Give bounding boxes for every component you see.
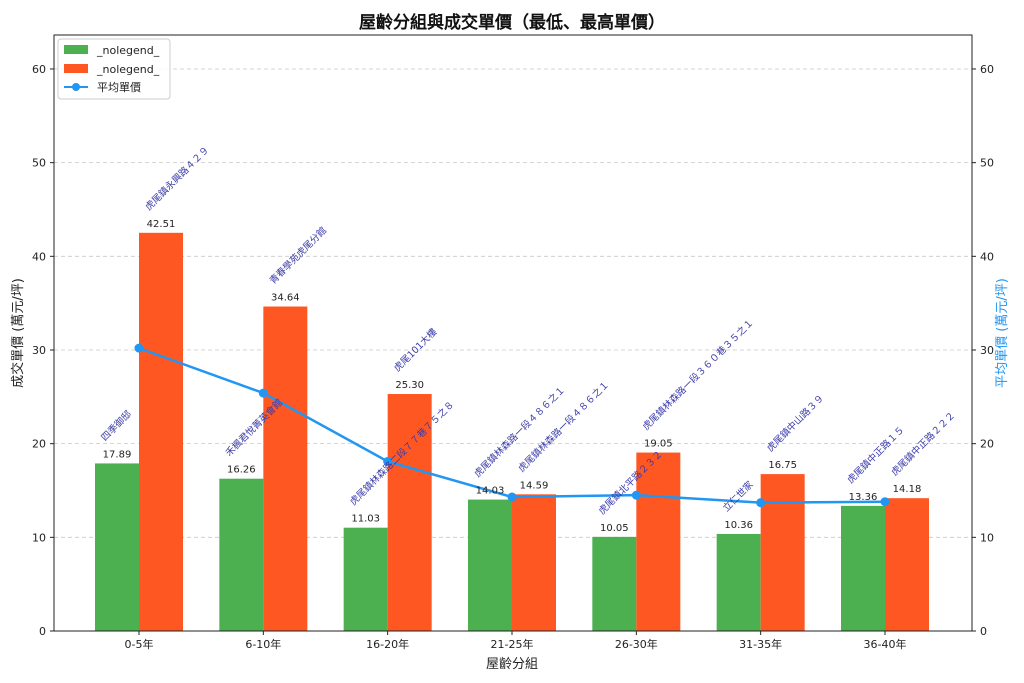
y-axis-label-left: 成交單價 (萬元/坪)	[10, 278, 26, 388]
y-axis-label-right: 平均單價 (萬元/坪)	[995, 278, 1010, 388]
bar-max	[387, 394, 432, 631]
bar-annotation: 虎尾鎮中正路２２２	[889, 409, 958, 478]
y-tick-label: 50	[32, 157, 46, 170]
bar-annotation: 四季御邸	[99, 408, 135, 444]
average-marker	[383, 456, 393, 466]
bar-min	[219, 478, 264, 631]
legend-label-max: _nolegend_	[96, 63, 160, 76]
legend: _nolegend_ _nolegend_ 平均單價	[57, 38, 171, 100]
legend-swatch-max	[64, 64, 88, 73]
bar-min	[716, 533, 761, 631]
average-marker	[631, 490, 641, 500]
bar-annotation: 虎尾鎮林森路一段３６０巷３５之１	[640, 317, 756, 433]
y-tick-label: 60	[32, 63, 46, 76]
bar-value-label: 16.75	[768, 460, 797, 471]
y-tick-label: 10	[32, 531, 46, 544]
bar-min	[468, 499, 512, 631]
y-tick-label: 30	[32, 344, 46, 357]
bar-min	[841, 505, 885, 631]
plot-frame	[53, 34, 973, 632]
average-marker	[507, 492, 517, 502]
x-tick-label: 6-10年	[245, 637, 281, 651]
x-tick-label: 21-25年	[491, 637, 534, 651]
value-labels: 17.89 16.26 11.03 14.03 10.05 10.36 13.36 42.51…	[103, 219, 922, 534]
bar-max	[263, 306, 308, 631]
bar-annotation: 虎尾鎮中山路３９	[764, 392, 826, 454]
bar-max	[760, 474, 805, 631]
legend-swatch-min	[64, 45, 88, 54]
y-tick-label: 10	[980, 531, 994, 544]
bar-min	[592, 536, 637, 631]
bars	[95, 232, 929, 631]
y-tick-label: 0	[39, 625, 46, 638]
legend-label-min: _nolegend_	[96, 44, 160, 57]
average-marker	[880, 497, 890, 507]
bar-value-label: 16.26	[227, 465, 256, 476]
bar-value-label: 19.05	[644, 439, 673, 450]
bar-value-label: 14.03	[476, 486, 505, 497]
y-tick-label: 20	[980, 438, 994, 451]
legend-label-avg: 平均單價	[97, 80, 141, 94]
bar-value-label: 11.03	[351, 514, 380, 525]
y-tick-label: 60	[980, 63, 994, 76]
bar-value-label: 10.05	[600, 523, 629, 534]
average-marker	[134, 343, 144, 353]
bar-min	[343, 527, 388, 631]
bar-annotation: 立仁世家	[720, 478, 756, 514]
x-tick-label: 31-35年	[739, 637, 782, 651]
y-tick-label: 50	[980, 157, 994, 170]
bar-max	[636, 452, 681, 631]
x-tick-label: 16-20年	[366, 637, 409, 651]
average-marker	[756, 498, 766, 508]
bar-value-label: 14.59	[520, 480, 549, 491]
bar-annotation: 虎尾鎮永興路４２９	[143, 144, 212, 213]
average-line	[134, 343, 890, 508]
bar-max	[885, 498, 929, 631]
bar-value-label: 34.64	[271, 293, 300, 304]
x-tick-label: 0-5年	[125, 637, 154, 651]
y-axis-right: 0 10 20 30 40 50 60	[972, 63, 994, 638]
bar-value-label: 42.51	[147, 219, 176, 230]
y-tick-label: 40	[32, 250, 46, 263]
bar-annotations: 四季御邸 禾楓君悅菁英會館 虎尾鎮林森路二段７７巷７５之８ 虎尾鎮林森路一段４８６之１…	[99, 144, 958, 517]
bar-value-label: 13.36	[849, 492, 878, 503]
y-tick-label: 0	[980, 625, 987, 638]
bar-value-label: 10.36	[724, 520, 753, 531]
bar-value-label: 14.18	[893, 484, 922, 495]
x-axis-label: 屋齡分組	[486, 657, 538, 672]
y-tick-label: 20	[32, 438, 46, 451]
y-tick-label: 40	[980, 250, 994, 263]
legend-marker-icon	[72, 83, 80, 91]
bar-max	[512, 494, 556, 631]
x-tick-label: 26-30年	[615, 637, 658, 651]
bar-max	[139, 232, 183, 631]
bar-value-label: 17.89	[103, 449, 132, 460]
x-axis: 0-5年 6-10年 16-20年 21-25年 26-30年 31-35年 36-40年	[125, 631, 907, 651]
y-tick-label: 30	[980, 344, 994, 357]
x-tick-label: 36-40年	[864, 637, 907, 651]
bar-value-label: 25.30	[395, 380, 424, 391]
average-marker	[258, 388, 268, 398]
chart-title: 屋齡分組與成交單價（最低、最高單價）	[359, 12, 665, 33]
y-axis-left: 0 10 20 30 40 50 60	[32, 63, 54, 638]
bar-min	[95, 463, 139, 631]
grid-lines	[54, 68, 972, 538]
bar-annotation: 青春學苑虎尾分館	[267, 224, 329, 286]
